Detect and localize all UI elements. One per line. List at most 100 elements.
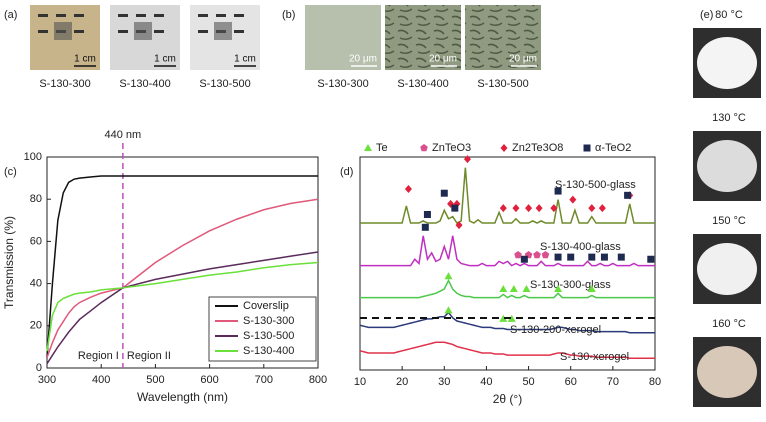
curve-label: S-130-500-glass bbox=[555, 179, 636, 191]
phase-marker bbox=[541, 250, 550, 259]
phase-marker bbox=[569, 195, 577, 204]
panel-label: (d) bbox=[340, 166, 353, 178]
phase-marker bbox=[587, 285, 596, 293]
curve-label: S-130-400-glass bbox=[540, 241, 621, 253]
phase-marker bbox=[525, 204, 533, 213]
caption: S-130-300 bbox=[317, 78, 368, 90]
target-bar bbox=[118, 14, 128, 17]
phase-marker bbox=[550, 204, 558, 213]
vial bbox=[697, 243, 757, 295]
target-bar bbox=[38, 14, 48, 17]
micrograph bbox=[465, 5, 541, 70]
phase-marker bbox=[499, 204, 507, 213]
target-bar bbox=[74, 30, 84, 33]
panel-label: (c) bbox=[4, 166, 17, 178]
panel-label: (b) bbox=[282, 9, 295, 21]
x-tick-label: 500 bbox=[146, 374, 164, 386]
plot-frame bbox=[359, 156, 656, 371]
phase-marker bbox=[535, 204, 543, 213]
phase-marker bbox=[507, 314, 516, 322]
target-bar bbox=[74, 14, 84, 17]
caption: S-130-300 bbox=[39, 78, 90, 90]
curve-label: S-130-200-xerogel bbox=[510, 324, 601, 336]
y-tick-label: 100 bbox=[24, 151, 42, 163]
target-bar bbox=[234, 30, 244, 33]
y-tick-label: 60 bbox=[30, 235, 42, 247]
legend-label: S-130-400 bbox=[243, 345, 294, 357]
target-center bbox=[214, 22, 232, 40]
target-center bbox=[134, 22, 152, 40]
phase-marker bbox=[617, 253, 625, 261]
x-tick-label: 60 bbox=[565, 376, 577, 388]
legend-label: Zn2Te3O8 bbox=[512, 142, 563, 154]
region-label: Region II bbox=[127, 350, 171, 362]
legend-box bbox=[208, 296, 317, 362]
x-tick-label: 800 bbox=[309, 374, 327, 386]
legend-label: ZnTeO3 bbox=[432, 142, 471, 154]
target-bar bbox=[154, 14, 164, 17]
phase-marker bbox=[444, 306, 453, 314]
target-bar bbox=[38, 30, 48, 33]
target-bar bbox=[198, 30, 208, 33]
target-bar bbox=[234, 14, 244, 17]
phase-marker bbox=[554, 285, 563, 293]
caption: 160 °C bbox=[712, 318, 746, 330]
phase-marker bbox=[509, 285, 518, 293]
legend-marker bbox=[420, 144, 428, 152]
vial bbox=[697, 140, 757, 192]
micrograph bbox=[305, 5, 381, 70]
y-axis-label: Transmission (%) bbox=[2, 216, 16, 309]
data-line bbox=[359, 341, 655, 360]
x-tick-label: 50 bbox=[522, 376, 534, 388]
target-bar bbox=[154, 30, 164, 33]
legend-label: α-TeO2 bbox=[595, 142, 631, 154]
x-tick-label: 600 bbox=[200, 374, 218, 386]
vial bbox=[697, 346, 757, 398]
phase-marker bbox=[440, 189, 448, 197]
micrograph bbox=[385, 5, 461, 70]
x-tick-label: 40 bbox=[480, 376, 492, 388]
data-line bbox=[360, 167, 655, 225]
caption: S-130-400 bbox=[119, 78, 170, 90]
phase-marker bbox=[554, 253, 562, 261]
x-tick-label: 30 bbox=[438, 376, 450, 388]
phase-marker bbox=[455, 221, 463, 230]
phase-marker bbox=[554, 187, 562, 195]
data-line bbox=[360, 278, 655, 299]
y-tick-label: 20 bbox=[30, 320, 42, 332]
caption: 150 °C bbox=[712, 215, 746, 227]
data-line bbox=[46, 175, 318, 358]
annotation: 440 nm bbox=[105, 129, 142, 141]
phase-marker bbox=[624, 191, 632, 199]
data-line bbox=[359, 311, 655, 334]
caption: S-130-500 bbox=[477, 78, 528, 90]
y-tick-label: 0 bbox=[36, 362, 42, 374]
y-tick-label: 80 bbox=[30, 193, 42, 205]
phase-marker bbox=[444, 272, 453, 280]
data-line bbox=[360, 235, 655, 267]
x-tick-label: 20 bbox=[396, 376, 408, 388]
scale-label: 1 cm bbox=[234, 54, 256, 65]
target-bar bbox=[198, 14, 208, 17]
caption: S-130-500 bbox=[199, 78, 250, 90]
data-line bbox=[46, 261, 319, 352]
phase-marker bbox=[499, 285, 508, 293]
legend-marker bbox=[364, 144, 372, 151]
y-tick-label: 40 bbox=[30, 278, 42, 290]
x-tick-label: 400 bbox=[92, 374, 110, 386]
phase-marker bbox=[533, 250, 541, 259]
phase-marker bbox=[600, 253, 608, 261]
target-center bbox=[54, 22, 72, 40]
panel-label: (a) bbox=[4, 9, 17, 21]
data-line bbox=[46, 198, 319, 358]
caption: 80 °C bbox=[715, 9, 743, 21]
phase-marker bbox=[522, 285, 531, 293]
phase-marker bbox=[404, 184, 412, 193]
region-label: Region I bbox=[78, 350, 119, 362]
x-tick-label: 700 bbox=[255, 374, 273, 386]
x-tick-label: 70 bbox=[607, 376, 619, 388]
x-tick-label: 10 bbox=[354, 376, 366, 388]
curve-label: S-130-300-glass bbox=[530, 279, 611, 291]
phase-marker bbox=[567, 253, 575, 261]
